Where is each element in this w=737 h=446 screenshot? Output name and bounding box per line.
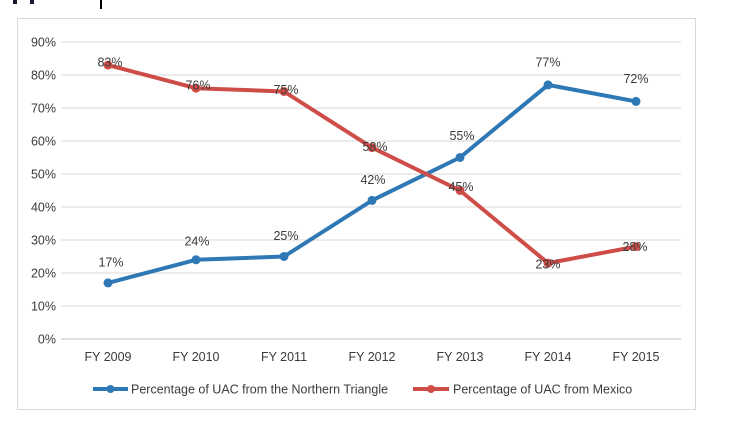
y-axis-tick-label: 0% [38, 333, 56, 347]
data-point-marker [543, 258, 553, 268]
x-axis-category-label: FY 2010 [172, 350, 219, 364]
data-label: 76% [185, 79, 210, 93]
data-label: 55% [449, 129, 474, 143]
y-axis-tick-label: 30% [31, 234, 56, 248]
legend-marker-dot [427, 385, 435, 393]
y-axis-tick-label: 50% [31, 168, 56, 182]
data-point-marker [191, 83, 201, 93]
data-point-marker [279, 87, 289, 96]
cropped-text-artifact [13, 0, 17, 4]
data-point-marker [279, 252, 289, 261]
data-point-marker [367, 195, 377, 205]
data-label: 75% [273, 83, 298, 97]
data-point-marker [455, 186, 465, 195]
y-axis-tick-label: 60% [31, 135, 56, 149]
data-point-marker [103, 278, 113, 288]
legend-label: Percentage of UAC from Mexico [453, 383, 632, 397]
y-axis-tick-label: 20% [31, 267, 56, 281]
y-axis-tick-label: 90% [31, 36, 56, 50]
data-point-marker [455, 153, 465, 162]
y-axis-tick-label: 40% [31, 201, 56, 215]
data-label: 83% [97, 56, 122, 70]
legend-label: Percentage of UAC from the Northern Tria… [131, 383, 388, 397]
data-label: 42% [360, 173, 385, 187]
cropped-text-artifact [30, 0, 34, 4]
chart-canvas: 0% 10% 20% 30% 40% 50% 60% 70% 80% 90% FY 2009 FY 2… [31, 36, 681, 397]
data-point-marker [543, 80, 553, 90]
chart-frame: 0% 10% 20% 30% 40% 50% 60% 70% 80% 90% FY 2009 FY 2… [17, 18, 696, 410]
data-label: 24% [184, 234, 209, 248]
data-label: 77% [535, 55, 560, 69]
data-point-marker [631, 242, 641, 252]
data-point-marker [103, 60, 113, 70]
x-axis-category-label: FY 2009 [84, 350, 131, 364]
x-axis-category-label: FY 2012 [348, 350, 395, 364]
data-point-marker [191, 255, 201, 265]
x-axis-category-label: FY 2013 [436, 350, 483, 364]
data-label: 23% [535, 258, 560, 272]
x-axis-category-label: FY 2011 [261, 350, 307, 364]
x-axis-category-label: FY 2015 [612, 350, 659, 364]
data-point-marker [631, 96, 641, 106]
data-point-marker [367, 143, 377, 153]
y-axis-tick-label: 80% [31, 69, 56, 83]
data-label: 28% [622, 240, 647, 254]
data-label: 45% [448, 180, 473, 194]
x-axis-category-label: FY 2014 [524, 350, 571, 364]
legend-marker-dot [106, 385, 115, 393]
cropped-text-cursor-artifact [100, 0, 102, 9]
y-axis-tick-label: 70% [31, 102, 56, 116]
data-label: 25% [273, 229, 298, 243]
data-label: 58% [362, 140, 387, 154]
data-label: 17% [98, 255, 123, 269]
y-axis-tick-label: 10% [31, 300, 56, 314]
data-label: 72% [623, 72, 648, 86]
